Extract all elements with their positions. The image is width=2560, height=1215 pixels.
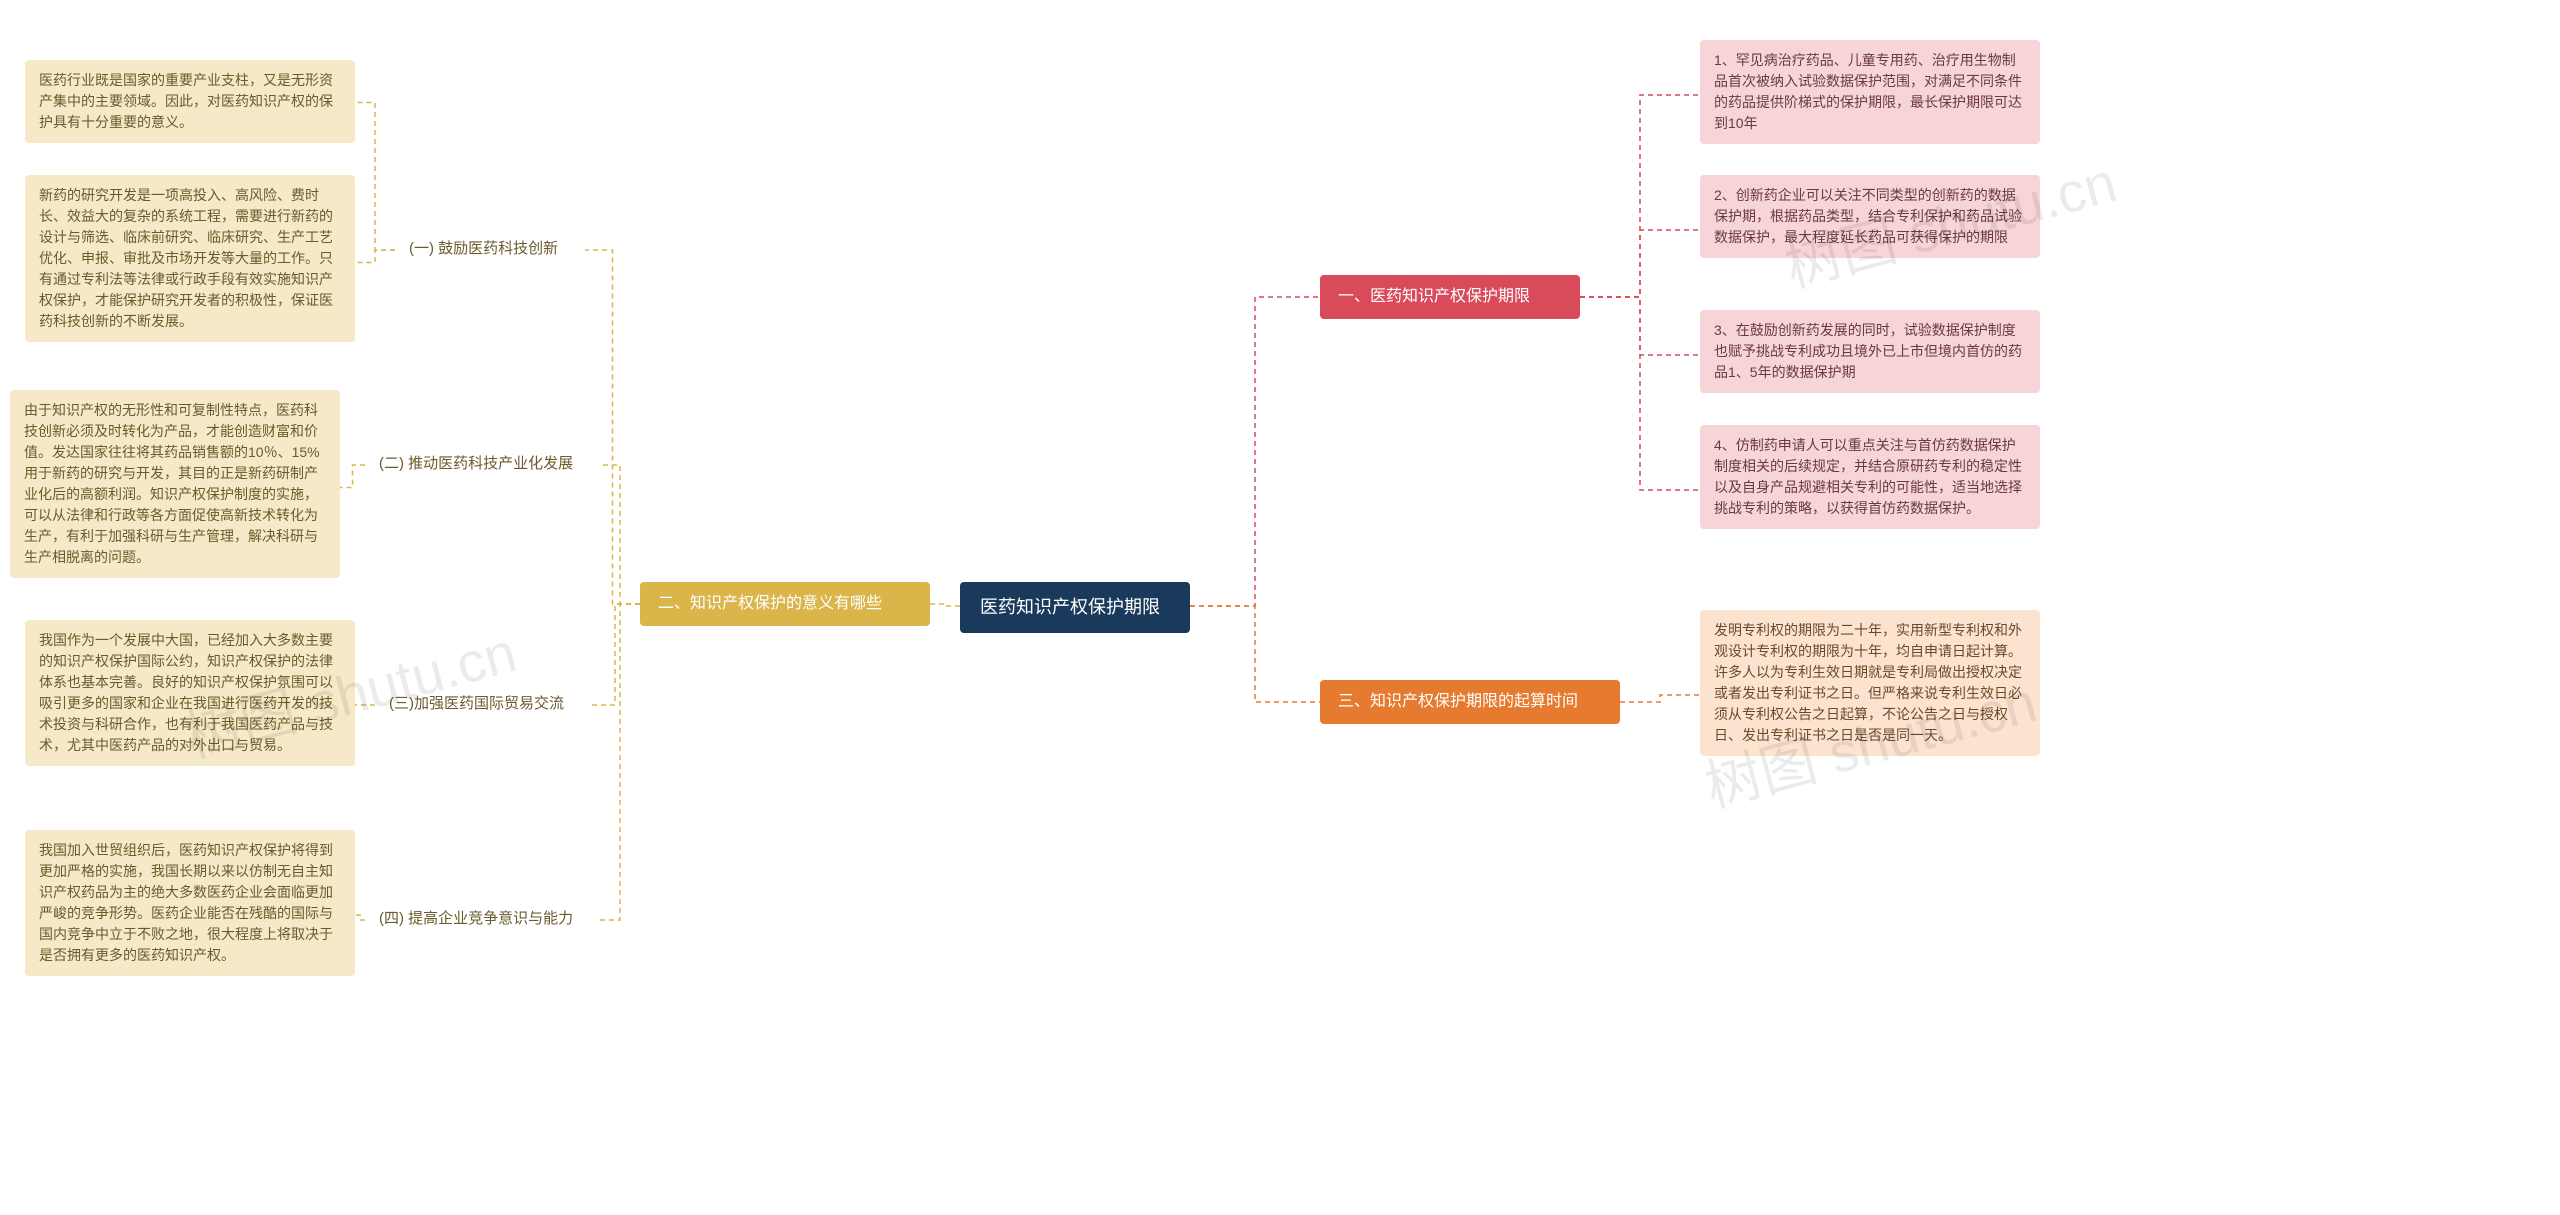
leaf-r1-1: 2、创新药企业可以关注不同类型的创新药的数据保护期，根据药品类型，结合专利保护和…: [1700, 175, 2040, 258]
sub-l1-2: (三)加强医药国际贸易交流: [375, 685, 590, 724]
branch-r1: 一、医药知识产权保护期限: [1320, 275, 1580, 319]
center-node: 医药知识产权保护期限: [960, 582, 1190, 633]
leaf-l1-0-0: 医药行业既是国家的重要产业支柱，又是无形资产集中的主要领域。因此，对医药知识产权…: [25, 60, 355, 143]
branch-l1: 二、知识产权保护的意义有哪些: [640, 582, 930, 626]
branch-r2: 三、知识产权保护期限的起算时间: [1320, 680, 1620, 724]
leaf-r1-3: 4、仿制药申请人可以重点关注与首仿药数据保护制度相关的后续规定，并结合原研药专利…: [1700, 425, 2040, 529]
sub-l1-0: (一) 鼓励医药科技创新: [395, 230, 585, 269]
leaf-l1-2-0: 我国作为一个发展中大国，已经加入大多数主要的知识产权保护国际公约，知识产权保护的…: [25, 620, 355, 766]
leaf-l1-3-0: 我国加入世贸组织后，医药知识产权保护将得到更加严格的实施，我国长期以来以仿制无自…: [25, 830, 355, 976]
leaf-r1-2: 3、在鼓励创新药发展的同时，试验数据保护制度也赋予挑战专利成功且境外已上市但境内…: [1700, 310, 2040, 393]
connector-layer: [0, 0, 2560, 1215]
sub-l1-3: (四) 提高企业竞争意识与能力: [365, 900, 600, 939]
sub-l1-1: (二) 推动医药科技产业化发展: [365, 445, 600, 484]
leaf-l1-0-1: 新药的研究开发是一项高投入、高风险、费时长、效益大的复杂的系统工程，需要进行新药…: [25, 175, 355, 342]
leaf-r1-0: 1、罕见病治疗药品、儿童专用药、治疗用生物制品首次被纳入试验数据保护范围，对满足…: [1700, 40, 2040, 144]
leaf-r2-0: 发明专利权的期限为二十年，实用新型专利权和外观设计专利权的期限为十年，均自申请日…: [1700, 610, 2040, 756]
leaf-l1-1-0: 由于知识产权的无形性和可复制性特点，医药科技创新必须及时转化为产品，才能创造财富…: [10, 390, 340, 578]
